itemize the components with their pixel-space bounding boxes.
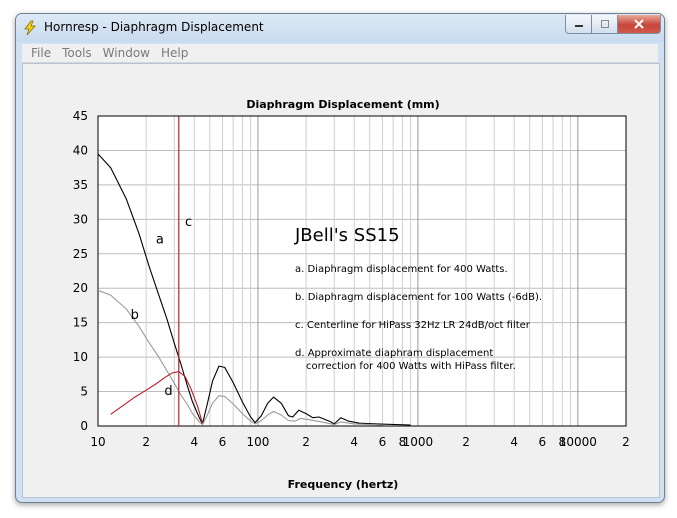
series-line-a — [97, 153, 411, 426]
y-tick-label: 45 — [73, 109, 88, 123]
menu-tools[interactable]: Tools — [62, 46, 92, 60]
app-window: Hornresp - Diaphragm Displacement File T… — [15, 13, 665, 503]
x-tick-label: 4 — [350, 435, 358, 449]
annotation-line-c: c. Centerline for HiPass 32Hz LR 24dB/oc… — [295, 320, 531, 331]
annotation-line-b: b. Diaphragm displacement for 100 Watts … — [295, 292, 542, 303]
chart-title: Diaphragm Displacement (mm) — [246, 98, 439, 111]
y-tick-label: 40 — [73, 143, 88, 157]
annotation-line-d-cont: correction for 400 Watts with HiPass fil… — [306, 361, 516, 372]
close-icon — [634, 19, 644, 29]
displacement-chart: Diaphragm Displacement (mm) 0 5 10 15 20 25 30… — [73, 98, 630, 491]
window-title: Hornresp - Diaphragm Displacement — [44, 20, 264, 34]
lightning-icon — [24, 20, 36, 36]
x-tick-label: 2 — [622, 435, 630, 449]
x-tick-label: 6 — [539, 435, 547, 449]
chart-grid — [97, 115, 627, 427]
plot-background — [98, 116, 626, 426]
y-tick-label: 0 — [80, 419, 88, 433]
y-axis-ticks: 0 5 10 15 20 25 30 35 40 45 — [73, 109, 88, 433]
annotation-line-a: a. Diaphragm displacement for 400 Watts. — [295, 264, 508, 275]
x-tick-label: 1000 — [403, 435, 434, 449]
minimize-icon — [574, 25, 583, 27]
curve-label-a: a — [156, 232, 164, 247]
curve-label-d: d — [164, 384, 172, 399]
menu-bar: File Tools Window Help — [22, 44, 658, 63]
close-button[interactable] — [617, 15, 661, 34]
x-tick-label: 100 — [246, 435, 269, 449]
y-tick-label: 30 — [73, 212, 88, 226]
chart-series — [97, 116, 411, 426]
series-line-b — [97, 289, 383, 426]
curve-labels: a b c d — [131, 215, 193, 399]
menu-file[interactable]: File — [31, 46, 52, 60]
curve-label-b: b — [131, 308, 139, 323]
x-tick-label: 6 — [219, 435, 227, 449]
x-tick-label: 6 — [379, 435, 387, 449]
x-tick-label: 4 — [510, 435, 518, 449]
menu-help[interactable]: Help — [160, 46, 189, 60]
maximize-icon — [600, 20, 609, 28]
menu-window[interactable]: Window — [102, 46, 150, 60]
x-tick-label: 8 — [399, 435, 407, 449]
y-tick-label: 25 — [73, 247, 88, 261]
chart-area: Diaphragm Displacement (mm) 0 5 10 15 20 25 30… — [22, 63, 660, 498]
x-tick-label: 4 — [190, 435, 198, 449]
minimize-button[interactable] — [565, 15, 592, 34]
x-tick-label: 10000 — [559, 435, 597, 449]
y-tick-label: 15 — [73, 316, 88, 330]
series-line-d — [110, 371, 204, 424]
annotation-line-d: d. Approximate diaphram displacement — [295, 348, 493, 359]
x-tick-label: 2 — [142, 435, 150, 449]
x-tick-label: 8 — [559, 435, 567, 449]
plot-border — [97, 115, 627, 427]
x-tick-label: 2 — [462, 435, 470, 449]
x-tick-label: 2 — [302, 435, 310, 449]
y-tick-label: 5 — [80, 385, 88, 399]
x-tick-label: 10 — [90, 435, 105, 449]
y-tick-label: 35 — [73, 178, 88, 192]
title-bar[interactable]: Hornresp - Diaphragm Displacement — [16, 14, 664, 42]
y-tick-label: 10 — [73, 350, 88, 364]
y-tick-label: 20 — [73, 281, 88, 295]
annotation-heading: JBell's SS15 — [294, 225, 400, 246]
maximize-button[interactable] — [591, 15, 618, 34]
x-axis-label: Frequency (hertz) — [288, 478, 399, 491]
curve-label-c: c — [185, 215, 192, 230]
